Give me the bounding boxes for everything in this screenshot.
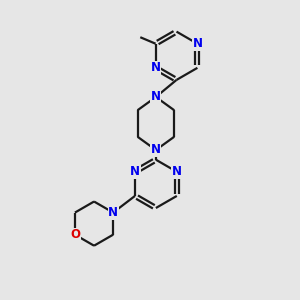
Text: N: N [151, 143, 161, 157]
Text: N: N [151, 91, 161, 103]
Text: N: N [192, 37, 203, 50]
Text: N: N [130, 165, 140, 178]
Text: N: N [172, 165, 182, 178]
Text: N: N [108, 206, 118, 219]
Text: N: N [151, 61, 160, 74]
Text: O: O [70, 228, 80, 241]
